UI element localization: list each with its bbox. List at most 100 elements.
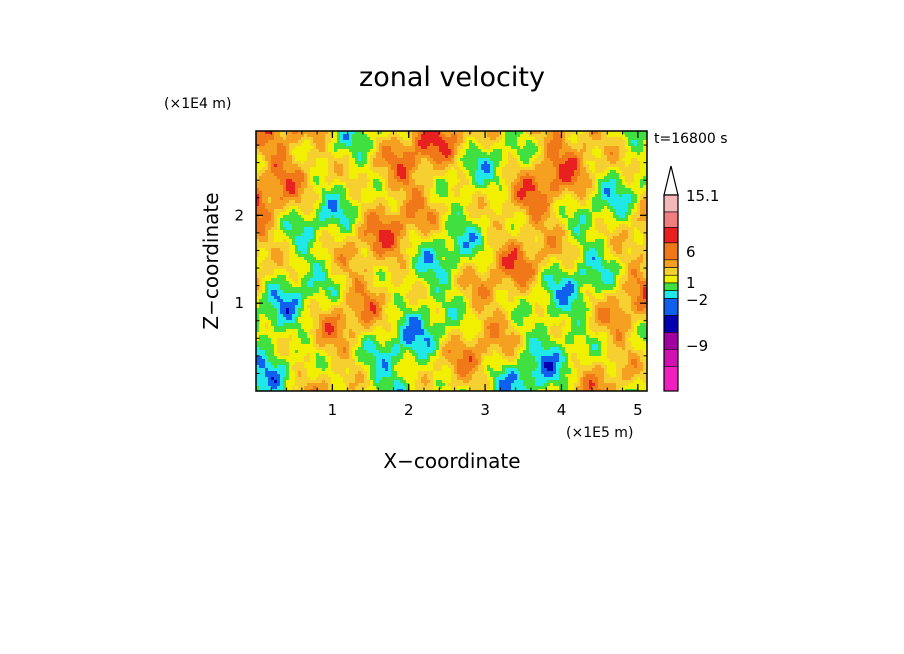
- field-cell: [538, 155, 542, 159]
- field-cell: [520, 137, 524, 141]
- field-cell: [625, 203, 629, 207]
- field-cell: [373, 209, 377, 213]
- field-cell: [604, 140, 608, 144]
- field-cell: [442, 200, 446, 204]
- field-cell: [313, 221, 317, 225]
- field-cell: [379, 191, 383, 195]
- field-cell: [451, 143, 455, 147]
- field-cell: [328, 236, 332, 240]
- field-cell: [313, 209, 317, 213]
- field-cell: [400, 215, 404, 219]
- field-cell: [274, 209, 278, 213]
- field-cell: [508, 179, 512, 183]
- field-cell: [340, 239, 344, 243]
- field-cell: [439, 182, 443, 186]
- field-cell: [604, 191, 608, 195]
- field-cell: [394, 173, 398, 177]
- field-cell: [295, 182, 299, 186]
- field-cell: [484, 197, 488, 201]
- field-cell: [436, 221, 440, 225]
- field-cell: [523, 242, 527, 246]
- field-cell: [616, 218, 620, 222]
- field-cell: [472, 212, 476, 216]
- field-cell: [640, 149, 644, 153]
- field-cell: [505, 242, 509, 246]
- field-cell: [502, 161, 506, 165]
- field-cell: [355, 224, 359, 228]
- field-cell: [601, 170, 605, 174]
- field-cell: [382, 203, 386, 207]
- field-cell: [445, 221, 449, 225]
- field-cell: [256, 179, 260, 183]
- field-cell: [352, 170, 356, 174]
- field-cell: [538, 149, 542, 153]
- field-cell: [580, 212, 584, 216]
- field-cell: [559, 185, 563, 189]
- field-cell: [505, 143, 509, 147]
- field-cell: [454, 242, 458, 246]
- field-cell: [373, 212, 377, 216]
- field-cell: [541, 239, 545, 243]
- field-cell: [436, 188, 440, 192]
- field-cell: [349, 242, 353, 246]
- field-cell: [433, 164, 437, 168]
- field-cell: [550, 179, 554, 183]
- field-cell: [457, 233, 461, 237]
- field-cell: [628, 152, 632, 156]
- field-cell: [580, 134, 584, 138]
- field-cell: [292, 194, 296, 198]
- field-cell: [331, 158, 335, 162]
- field-cell: [526, 221, 530, 225]
- field-cell: [565, 191, 569, 195]
- field-cell: [481, 194, 485, 198]
- field-cell: [367, 134, 371, 138]
- field-cell: [415, 224, 419, 228]
- field-cell: [451, 134, 455, 138]
- field-cell: [448, 176, 452, 180]
- field-cell: [424, 233, 428, 237]
- field-cell: [346, 140, 350, 144]
- field-cell: [358, 161, 362, 165]
- field-cell: [397, 185, 401, 189]
- field-cell: [340, 182, 344, 186]
- field-cell: [430, 134, 434, 138]
- field-cell: [256, 212, 260, 216]
- field-cell: [271, 239, 275, 243]
- field-cell: [421, 221, 425, 225]
- field-cell: [619, 209, 623, 213]
- field-cell: [613, 140, 617, 144]
- field-cell: [619, 227, 623, 231]
- field-cell: [334, 149, 338, 153]
- field-cell: [352, 158, 356, 162]
- field-cell: [508, 194, 512, 198]
- field-cell: [361, 206, 365, 210]
- field-cell: [601, 218, 605, 222]
- field-cell: [520, 242, 524, 246]
- field-cell: [577, 146, 581, 150]
- field-cell: [616, 224, 620, 228]
- field-cell: [577, 152, 581, 156]
- field-cell: [271, 164, 275, 168]
- field-cell: [331, 236, 335, 240]
- field-cell: [565, 188, 569, 192]
- field-cell: [631, 221, 635, 225]
- field-cell: [547, 197, 551, 201]
- field-cell: [385, 188, 389, 192]
- field-cell: [625, 137, 629, 141]
- field-cell: [370, 221, 374, 225]
- field-cell: [601, 146, 605, 150]
- field-cell: [631, 185, 635, 189]
- field-cell: [556, 200, 560, 204]
- field-cell: [493, 236, 497, 240]
- field-cell: [295, 191, 299, 195]
- field-cell: [529, 194, 533, 198]
- field-cell: [313, 224, 317, 228]
- field-cell: [292, 185, 296, 189]
- field-cell: [268, 212, 272, 216]
- field-cell: [571, 203, 575, 207]
- field-cell: [415, 242, 419, 246]
- field-cell: [598, 137, 602, 141]
- field-cell: [520, 233, 524, 237]
- field-cell: [382, 131, 386, 135]
- field-cell: [367, 179, 371, 183]
